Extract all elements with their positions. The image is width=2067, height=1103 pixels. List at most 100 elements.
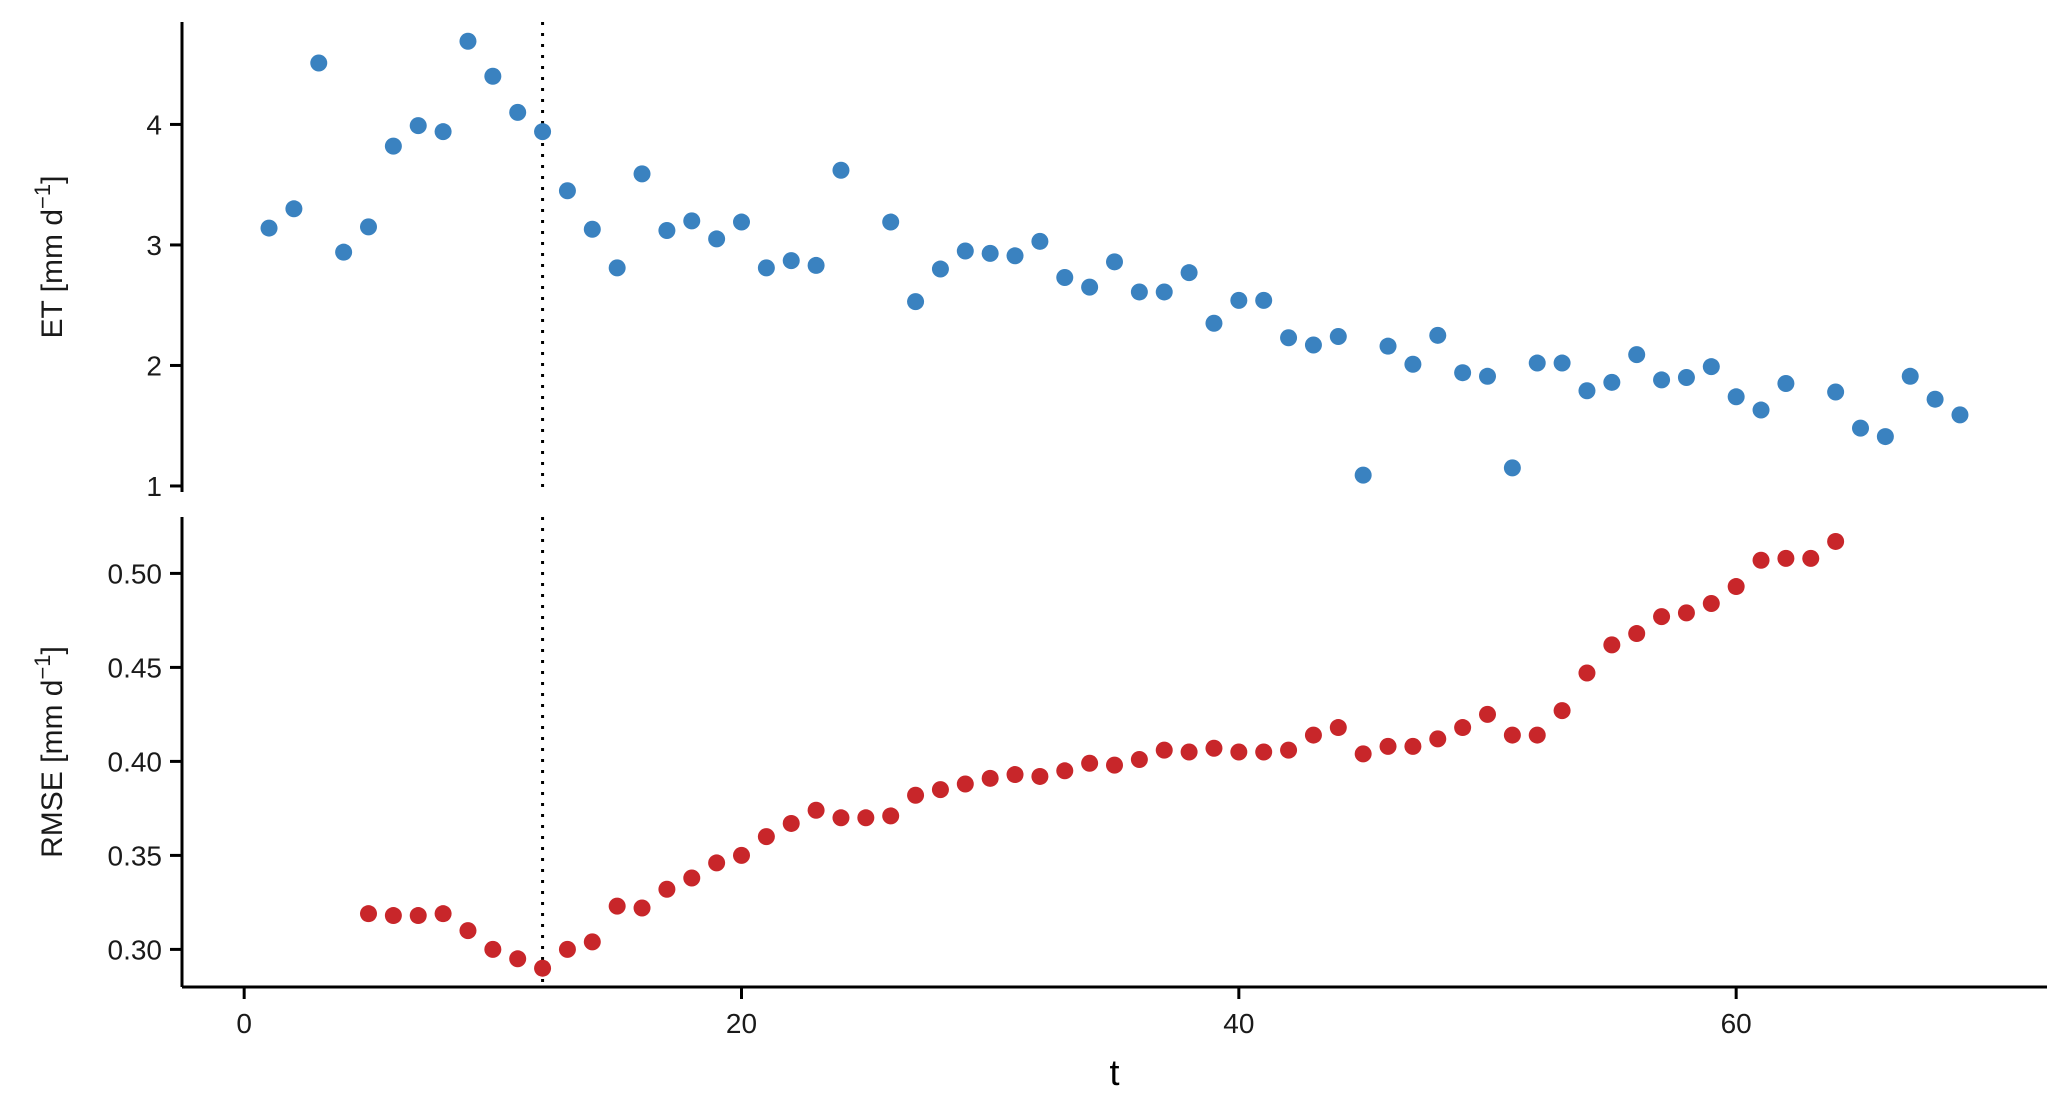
rmse-point (807, 801, 825, 819)
et-y-tick-label: 1 (146, 471, 162, 502)
rmse-point (1827, 532, 1845, 550)
x-ticks: 0 20 40 60 (236, 987, 1752, 1039)
et-point (1503, 459, 1521, 477)
et-point (658, 221, 676, 239)
x-tick-label: 0 (236, 1008, 252, 1039)
x-tick-label: 40 (1223, 1008, 1254, 1039)
et-y-tick-label: 2 (146, 350, 162, 381)
rmse-point (882, 807, 900, 825)
et-point (1653, 371, 1671, 389)
et-point (1180, 264, 1198, 282)
et-point (310, 54, 328, 72)
rmse-point (384, 907, 402, 925)
et-point (931, 260, 949, 278)
et-point (285, 200, 303, 218)
rmse-point (1329, 719, 1347, 737)
rmse-point (484, 940, 502, 958)
et-point (1155, 283, 1173, 301)
et-point (782, 252, 800, 270)
et-point (1876, 428, 1894, 446)
rmse-y-tick-label: 0.50 (108, 558, 163, 589)
et-point (484, 67, 502, 85)
x-axis: 0 20 40 60 t (182, 985, 2047, 1093)
et-point (1379, 337, 1397, 355)
et-point (384, 137, 402, 155)
rmse-point (1354, 745, 1372, 763)
rmse-point (1280, 741, 1298, 759)
et-point (1304, 336, 1322, 354)
et-point (633, 165, 651, 183)
rmse-y-axis-title-end: ] (36, 646, 69, 654)
et-point (1081, 278, 1099, 296)
rmse-point (1702, 594, 1720, 612)
rmse-series (360, 532, 1845, 977)
et-point (708, 230, 726, 248)
rmse-point (1777, 549, 1795, 567)
et-point (1852, 419, 1869, 437)
rmse-point (757, 828, 775, 846)
rmse-y-axis-title: RMSE [mm d−1] (30, 646, 69, 858)
et-y-ticks: 1 2 3 4 (146, 109, 182, 502)
rmse-point (583, 933, 601, 951)
et-point (534, 123, 552, 141)
rmse-point (683, 869, 701, 887)
rmse-panel: 0.30 0.35 0.40 0.45 0.50 RMSE [mm d−1] (30, 517, 1845, 987)
et-point (1901, 367, 1919, 385)
rmse-point (558, 940, 576, 958)
et-point (583, 220, 601, 238)
rmse-y-tick-label: 0.45 (108, 652, 163, 683)
rmse-point (633, 899, 651, 917)
et-y-axis-title: ET [mm d−1] (30, 176, 69, 339)
et-point (360, 218, 377, 236)
et-point (832, 161, 850, 179)
rmse-y-tick-label: 0.35 (108, 840, 163, 871)
et-point (608, 259, 626, 277)
x-axis-title: t (1109, 1052, 1119, 1093)
rmse-point (1503, 726, 1521, 744)
et-point (1528, 354, 1546, 372)
rmse-point (1528, 726, 1546, 744)
et-point (956, 242, 974, 260)
rmse-point (360, 905, 377, 923)
et-point (1130, 283, 1148, 301)
et-point (807, 256, 825, 274)
et-series (260, 32, 1969, 484)
et-y-axis-title-sup: −1 (30, 184, 55, 209)
et-point (1702, 358, 1720, 376)
et-point (683, 212, 701, 230)
rmse-point (907, 786, 925, 804)
rmse-point (832, 809, 850, 827)
rmse-point (534, 959, 552, 977)
et-point (733, 213, 750, 231)
et-point (1205, 314, 1223, 332)
rmse-point (1130, 751, 1148, 769)
et-point (1479, 367, 1496, 385)
et-point (459, 32, 477, 50)
rmse-point (1404, 737, 1422, 755)
rmse-point (1429, 730, 1447, 748)
rmse-point (1628, 625, 1646, 643)
x-tick-label: 20 (726, 1008, 757, 1039)
et-point (1603, 373, 1621, 391)
rmse-point (658, 880, 676, 898)
et-point (907, 293, 925, 311)
et-y-axis-title-text: ET [mm d (36, 209, 69, 338)
rmse-point (931, 781, 949, 799)
et-y-axis-title-end: ] (36, 176, 69, 184)
et-point (981, 244, 999, 262)
et-point (1727, 388, 1745, 406)
rmse-point (1653, 608, 1671, 626)
et-point (1056, 268, 1074, 286)
et-point (757, 259, 775, 277)
x-tick-label: 60 (1721, 1008, 1752, 1039)
rmse-point (434, 905, 452, 923)
rmse-point (608, 897, 626, 915)
rmse-point (981, 769, 999, 787)
et-point (1454, 364, 1472, 382)
rmse-point (1031, 767, 1049, 785)
et-point (1926, 390, 1944, 408)
et-point (1677, 369, 1695, 387)
et-y-tick-label: 4 (146, 109, 162, 140)
et-point (558, 182, 576, 200)
et-point (1280, 329, 1298, 347)
